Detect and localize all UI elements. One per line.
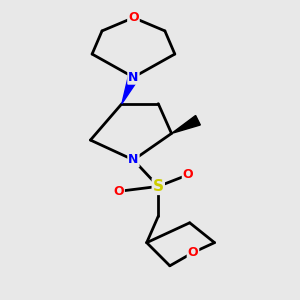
Polygon shape (172, 116, 200, 134)
Polygon shape (122, 75, 138, 104)
Text: O: O (188, 246, 198, 259)
Text: S: S (153, 179, 164, 194)
Text: O: O (128, 11, 139, 24)
Text: O: O (183, 168, 194, 181)
Text: O: O (113, 185, 124, 198)
Text: N: N (128, 153, 139, 167)
Text: N: N (128, 71, 139, 84)
